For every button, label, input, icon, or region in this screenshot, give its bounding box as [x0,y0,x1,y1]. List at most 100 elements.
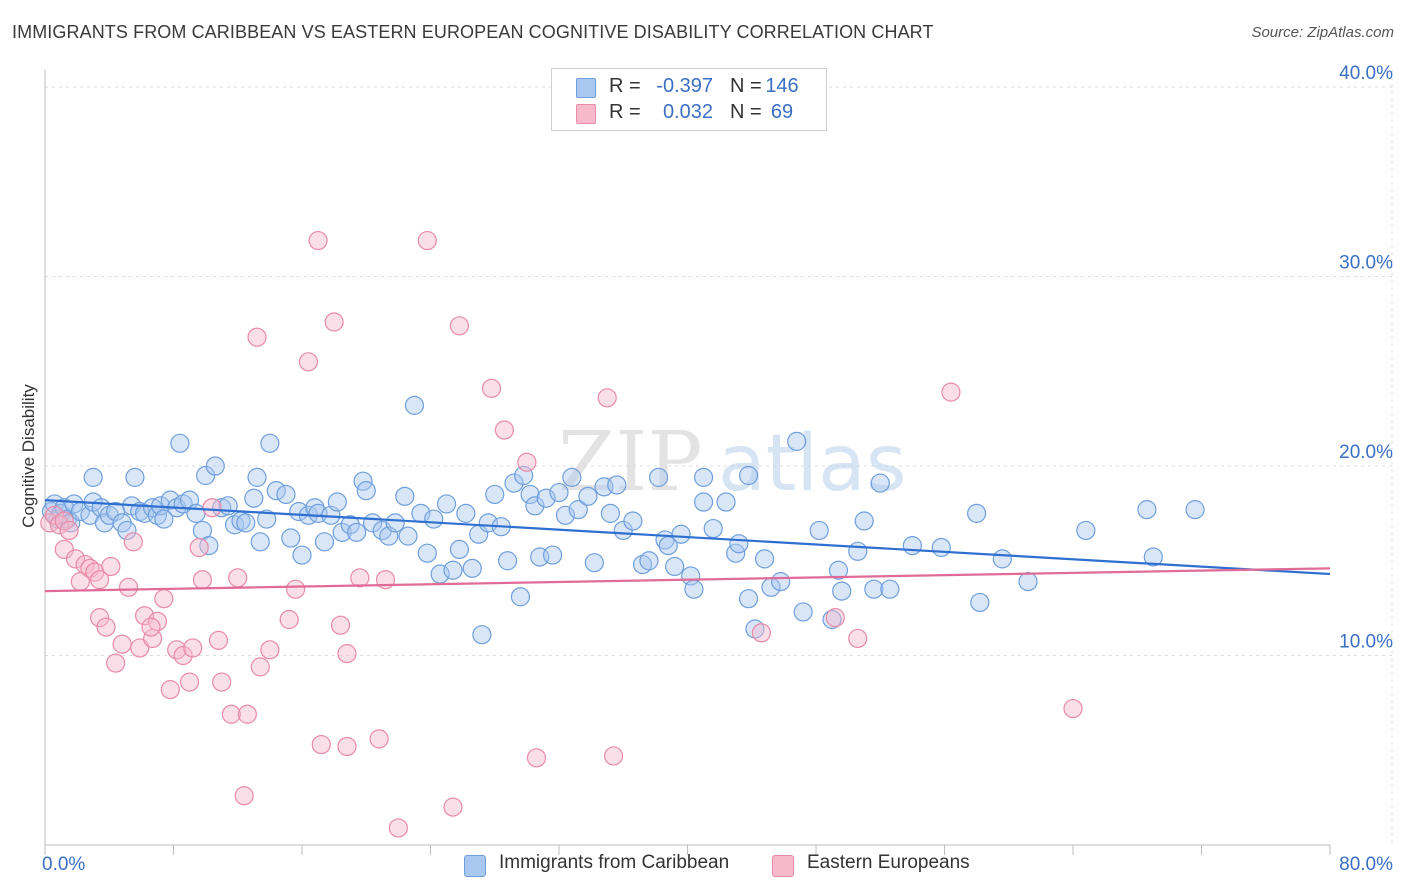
caribbean-point [504,473,524,493]
eastern-european-point [65,549,86,569]
caribbean-point [436,494,457,514]
caribbean-point [992,549,1012,569]
chart-source: Source: ZipAtlas.com [1251,24,1394,41]
caribbean-point [870,473,890,493]
r-label: R = [609,101,641,123]
eastern-european-point [189,537,209,558]
caribbean-point [260,433,280,453]
caribbean-point [864,579,884,599]
eastern-european-point [597,388,617,408]
caribbean-point [498,551,518,571]
caribbean-point [771,572,791,592]
caribbean-point [1076,520,1096,541]
caribbean-point [902,536,922,556]
caribbean-point [600,503,621,523]
eastern-european-point [350,568,370,588]
caribbean-point [257,509,277,529]
stats-row-eastern-european: R = 0.032 N = 69 [552,101,826,129]
eastern-european-point [1063,698,1083,719]
eastern-european-point [298,352,319,372]
caribbean-point [247,467,267,487]
n-value: 146 [765,75,799,97]
caribbean-point [793,602,813,622]
caribbean-point [472,625,492,645]
eastern-european-point [481,378,502,398]
y-tick-label: 10.0% [1339,632,1393,653]
eastern-european-point [311,734,331,755]
eastern-european-point [247,327,267,347]
y-tick-label: 20.0% [1339,442,1393,463]
caribbean-point [292,545,312,565]
caribbean-point [462,558,482,578]
caribbean-point [417,543,437,563]
caribbean-point [117,520,137,541]
series-caribbean-points [41,395,1205,645]
caribbean-point [729,534,749,554]
eastern-european-point [183,638,203,658]
eastern-european-point [494,420,514,440]
caribbean-point [549,482,569,503]
watermark-atlas: atlas [718,419,907,509]
caribbean-point [880,579,900,599]
eastern-european-point [154,589,174,609]
caribbean-point [1018,572,1038,592]
caribbean-point [671,524,691,544]
stats-legend: R = -0.397 N = 146 R = 0.032 N = 69 [551,68,827,131]
axes [44,70,1331,855]
caribbean-point [199,536,219,556]
caribbean-point [832,581,852,601]
caribbean-point [716,492,736,512]
eastern-european-point [526,748,547,768]
legend-label-caribbean: Immigrants from Caribbean [499,852,730,873]
caribbean-point [404,395,425,415]
legend-swatch-eastern-european [772,855,794,877]
caribbean-point [848,541,868,561]
eastern-european-point [106,653,126,673]
caribbean-point [967,503,987,523]
eastern-european-point [59,520,79,541]
watermark: ZIP atlas [558,415,907,510]
n-label: N = [730,101,762,123]
caribbean-point [456,503,476,523]
caribbean-point [568,500,588,520]
caribbean-point [485,484,505,505]
eastern-european-point [337,736,357,757]
eastern-european-point [250,657,270,677]
caribbean-point [754,549,775,569]
eastern-european-point [234,786,254,806]
caribbean-point [1143,547,1163,567]
eastern-european-point [285,579,306,599]
n-value: 69 [770,101,794,123]
caribbean-point [665,556,685,577]
caribbean-point [693,492,714,512]
caribbean-point [340,515,360,535]
eastern-european-swatch [576,104,596,124]
watermark-zip: ZIP [558,415,703,510]
caribbean-point [385,513,405,533]
x-tick-label: 0.0% [42,854,85,875]
caribbean-point [578,486,598,506]
eastern-european-point [369,729,389,749]
eastern-european-point [324,312,344,332]
eastern-european-point [90,570,110,590]
caribbean-point [424,509,444,529]
caribbean-point [738,589,759,609]
eastern-european-point [101,556,121,577]
r-label: R = [609,75,641,97]
caribbean-point [186,503,206,523]
grid-lines [45,70,1393,845]
eastern-european-point [160,680,180,700]
stats-row-caribbean: R = -0.397 N = 146 [552,75,826,103]
caribbean-point [236,513,256,533]
caribbean-point [584,553,604,573]
caribbean-point [693,467,714,487]
caribbean-point [1185,500,1205,520]
eastern-european-point [443,797,463,817]
caribbean-point [250,532,270,552]
caribbean-point [443,560,463,580]
y-tick-label: 30.0% [1339,253,1393,274]
eastern-european-point [123,532,143,552]
eastern-european-point [45,505,65,525]
eastern-european-point [848,628,868,649]
